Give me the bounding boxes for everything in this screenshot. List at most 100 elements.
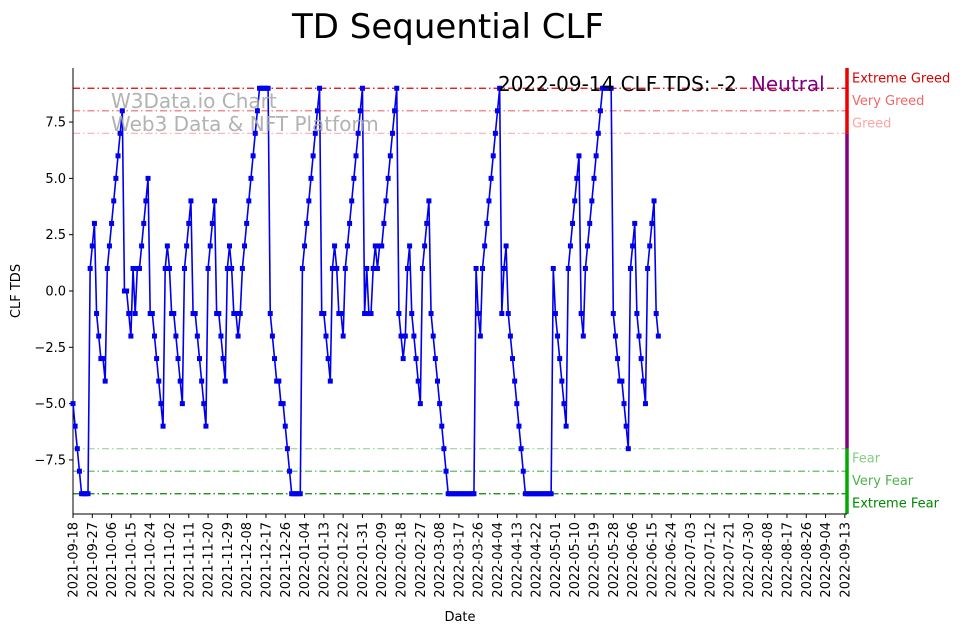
data-point bbox=[417, 401, 423, 407]
data-point bbox=[419, 265, 425, 271]
data-point bbox=[164, 243, 170, 249]
data-point bbox=[625, 446, 631, 452]
x-tick-label: 2022-02-27 bbox=[414, 522, 429, 598]
data-point bbox=[645, 265, 651, 271]
data-point bbox=[145, 175, 151, 181]
level-label-very-greed: Very Greed bbox=[852, 94, 924, 109]
data-point bbox=[267, 311, 273, 317]
data-point bbox=[610, 311, 616, 317]
data-point bbox=[212, 198, 218, 204]
data-point bbox=[76, 468, 82, 474]
data-point bbox=[91, 220, 97, 226]
data-point bbox=[582, 265, 588, 271]
data-point bbox=[591, 175, 597, 181]
x-tick-label: 2022-08-17 bbox=[780, 522, 795, 598]
data-point bbox=[636, 333, 642, 339]
data-point bbox=[321, 311, 327, 317]
data-point bbox=[128, 333, 134, 339]
data-point bbox=[338, 311, 344, 317]
data-point bbox=[227, 243, 233, 249]
data-point bbox=[248, 175, 254, 181]
x-tick-label: 2022-06-24 bbox=[665, 522, 680, 598]
data-point bbox=[355, 130, 361, 136]
data-point bbox=[642, 401, 648, 407]
x-tick-label: 2022-05-01 bbox=[549, 522, 564, 598]
data-point bbox=[136, 265, 142, 271]
data-point bbox=[272, 356, 278, 362]
data-point bbox=[175, 356, 181, 362]
data-point bbox=[627, 265, 633, 271]
y-tick-label: 2.5 bbox=[45, 228, 66, 243]
x-tick-label: 2021-12-17 bbox=[259, 522, 274, 598]
x-tick-label: 2022-09-13 bbox=[838, 522, 853, 598]
data-point bbox=[518, 446, 524, 452]
data-point bbox=[499, 311, 505, 317]
data-point bbox=[314, 108, 320, 114]
data-point bbox=[370, 265, 376, 271]
data-point bbox=[555, 333, 561, 339]
y-tick-label: −2.5 bbox=[34, 341, 66, 356]
y-tick-label: 7.5 bbox=[45, 116, 66, 131]
data-point bbox=[578, 311, 584, 317]
data-point bbox=[171, 311, 177, 317]
data-point bbox=[557, 356, 563, 362]
data-point bbox=[559, 378, 565, 384]
x-tick-label: 2022-02-18 bbox=[395, 522, 410, 598]
x-tick-label: 2021-11-11 bbox=[182, 522, 197, 598]
x-tick-label: 2022-06-06 bbox=[626, 522, 641, 598]
data-point bbox=[209, 220, 215, 226]
data-point bbox=[194, 333, 200, 339]
data-point bbox=[149, 311, 155, 317]
data-point bbox=[437, 401, 443, 407]
data-point bbox=[216, 311, 222, 317]
data-point bbox=[115, 153, 121, 159]
x-tick-label: 2022-01-22 bbox=[337, 522, 352, 598]
x-axis-label: Date bbox=[444, 610, 475, 625]
level-label-very-fear: Very Fear bbox=[852, 474, 914, 489]
data-point bbox=[72, 423, 78, 429]
data-point bbox=[325, 356, 331, 362]
data-point bbox=[181, 265, 187, 271]
data-point bbox=[233, 311, 239, 317]
data-point bbox=[441, 446, 447, 452]
x-tick-label: 2022-05-19 bbox=[588, 522, 603, 598]
data-point bbox=[254, 108, 260, 114]
data-point bbox=[510, 356, 516, 362]
x-tick-label: 2022-04-22 bbox=[530, 522, 545, 598]
y-tick-label: −7.5 bbox=[34, 453, 66, 468]
data-point bbox=[490, 153, 496, 159]
data-point bbox=[647, 243, 653, 249]
data-point bbox=[89, 243, 95, 249]
x-tick-label: 2021-12-08 bbox=[240, 522, 255, 598]
data-point bbox=[404, 265, 410, 271]
data-point bbox=[402, 333, 408, 339]
data-point bbox=[173, 333, 179, 339]
data-point bbox=[389, 130, 395, 136]
data-point bbox=[287, 468, 293, 474]
data-point bbox=[297, 491, 303, 497]
data-point bbox=[615, 356, 621, 362]
x-tick-label: 2021-10-06 bbox=[105, 522, 120, 598]
data-point bbox=[503, 243, 509, 249]
data-point bbox=[379, 243, 385, 249]
data-point bbox=[398, 333, 404, 339]
data-point bbox=[572, 198, 578, 204]
data-point bbox=[424, 220, 430, 226]
market-state: Neutral bbox=[751, 72, 825, 96]
data-point bbox=[413, 356, 419, 362]
data-point bbox=[199, 378, 205, 384]
data-point bbox=[507, 333, 513, 339]
data-point bbox=[111, 198, 117, 204]
data-point bbox=[327, 378, 333, 384]
data-point bbox=[422, 243, 428, 249]
data-point bbox=[486, 198, 492, 204]
watermark-line-2: Web3 Data & NFT Platform bbox=[111, 112, 379, 136]
data-point bbox=[166, 265, 172, 271]
data-point bbox=[630, 243, 636, 249]
level-label-extreme-fear: Extreme Fear bbox=[852, 497, 940, 512]
data-point bbox=[242, 243, 248, 249]
x-tick-label: 2022-03-17 bbox=[452, 522, 467, 598]
data-point bbox=[207, 243, 213, 249]
data-point bbox=[374, 265, 380, 271]
